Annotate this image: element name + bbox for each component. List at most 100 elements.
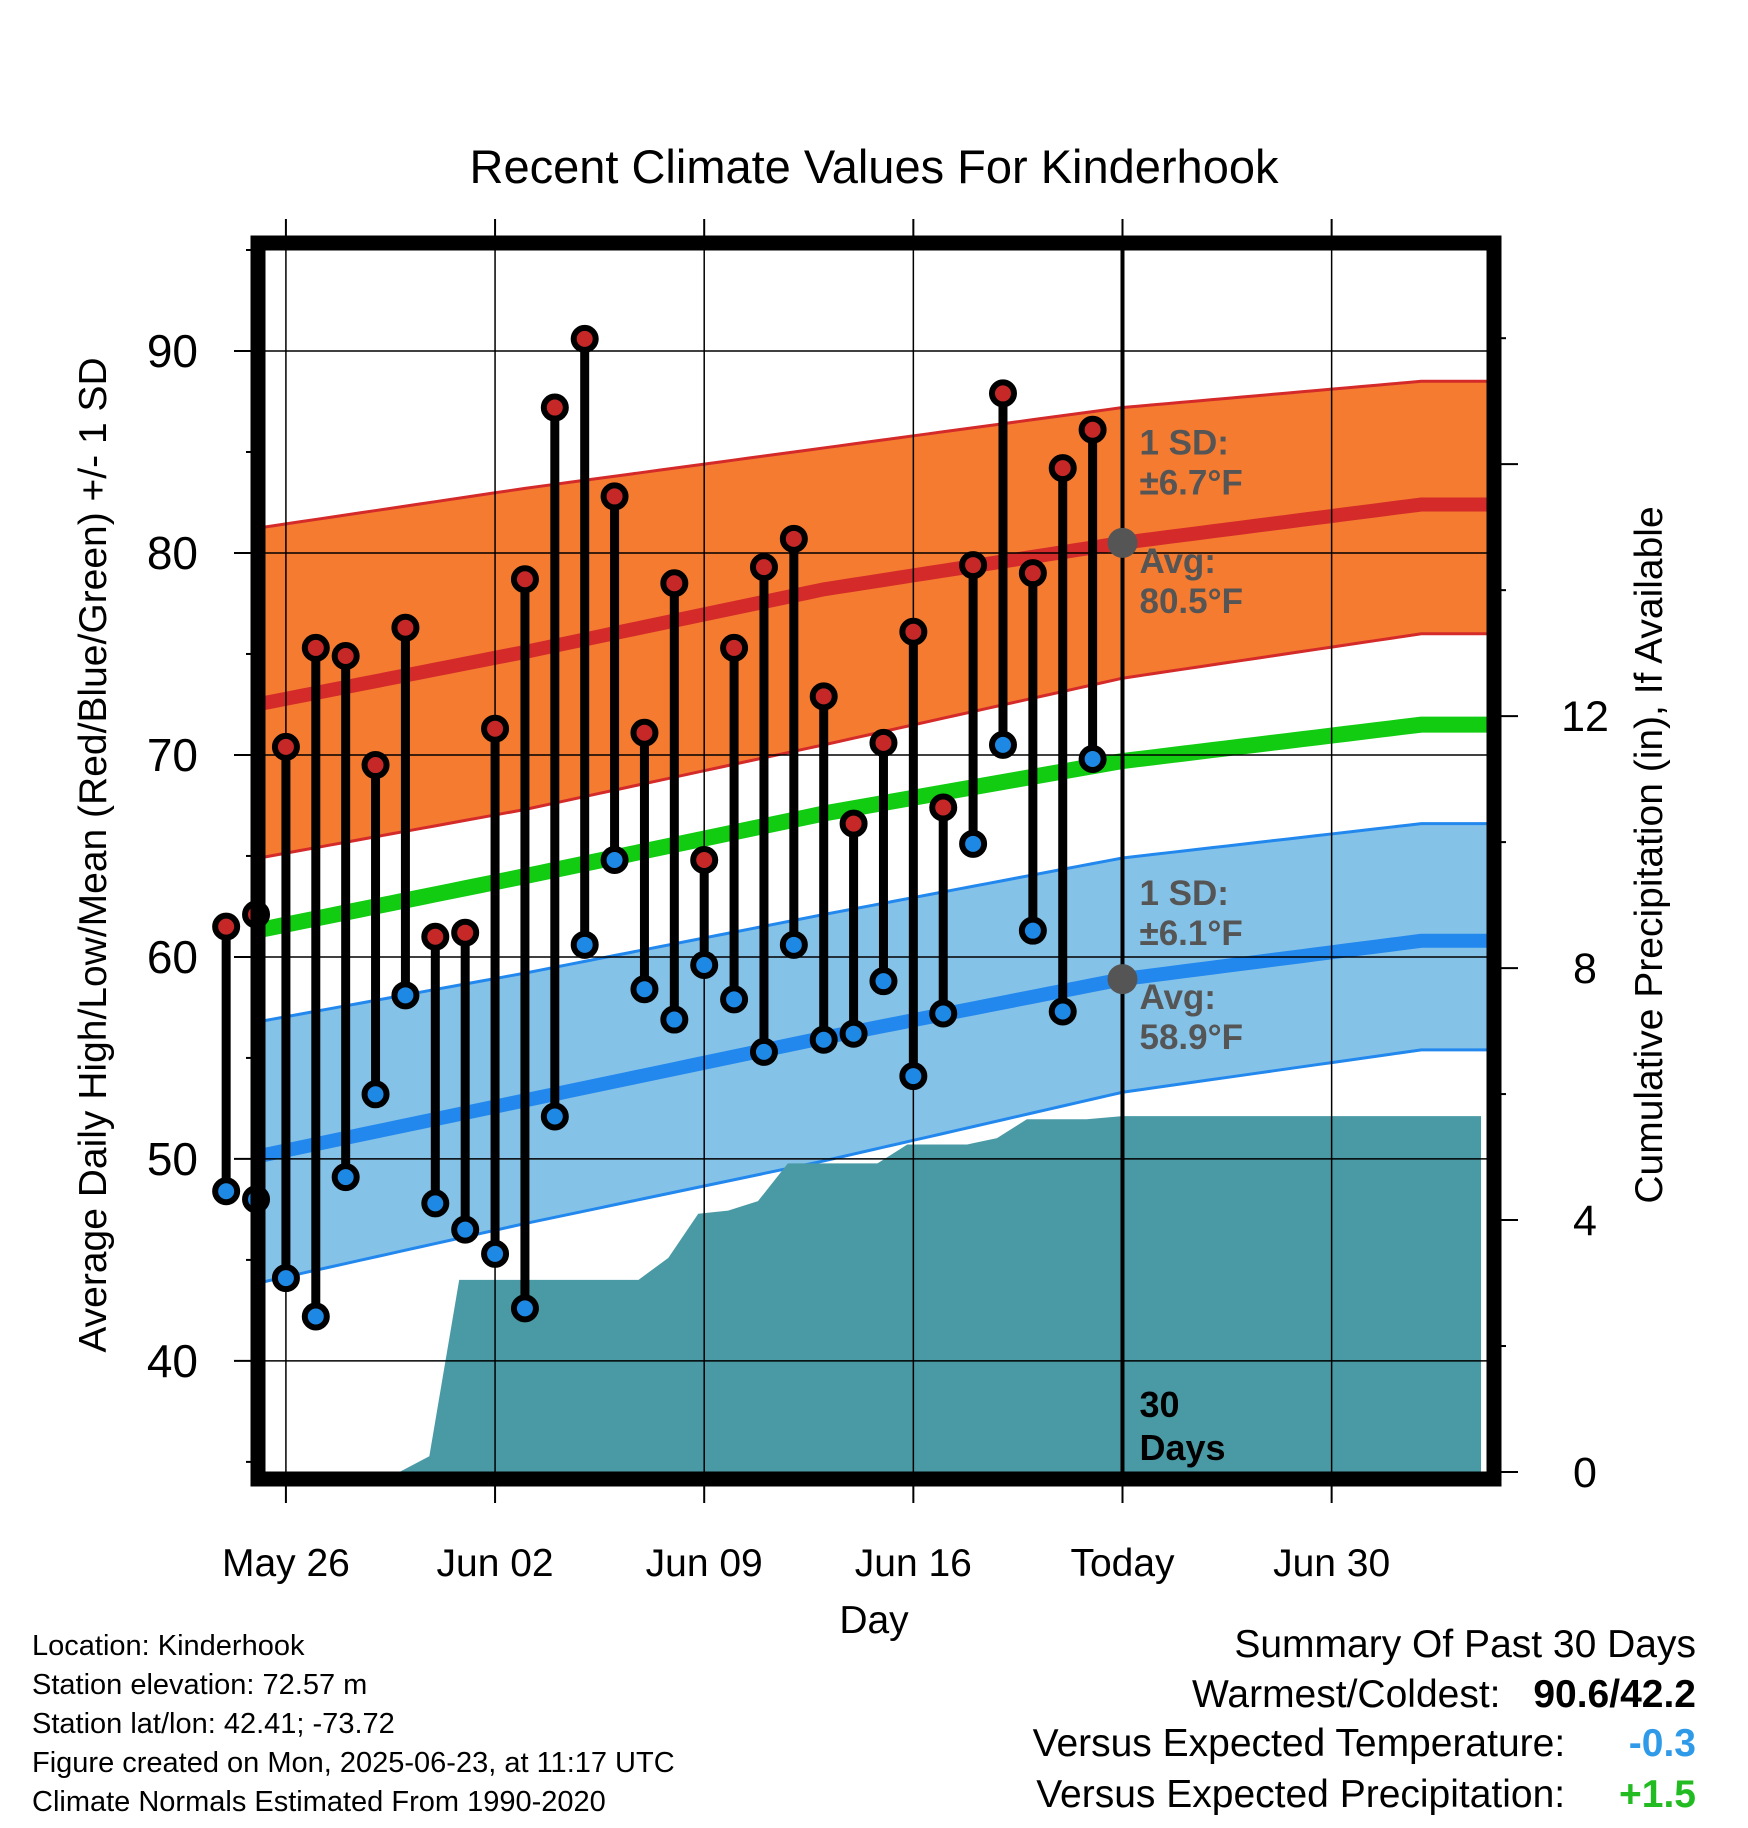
- low-sd-value: ±6.1°F: [1139, 914, 1242, 953]
- daily-low-point: [600, 845, 629, 874]
- daily-low-point: [1078, 744, 1107, 773]
- y-tick-label: 40: [147, 1335, 198, 1387]
- low-avg-value: 58.9°F: [1139, 1018, 1243, 1057]
- precipitation-area: [279, 1116, 1482, 1472]
- created-text: Figure created on Mon, 2025-06-23, at 11…: [32, 1747, 675, 1779]
- high-avg-label: Avg:: [1139, 542, 1215, 581]
- high-sd-label: 1 SD:: [1139, 424, 1228, 463]
- y-tick-label: 60: [147, 931, 198, 983]
- low-sd-lower-edge: [265, 1048, 1487, 1284]
- normals-text: Climate Normals Estimated From 1990-2020: [32, 1786, 606, 1818]
- mean-line: [265, 716, 1487, 938]
- daily-low-point: [749, 1037, 778, 1066]
- daily-high-point: [301, 633, 330, 662]
- elevation-text: Station elevation: 72.57 m: [32, 1669, 368, 1701]
- daily-low-point: [1018, 916, 1047, 945]
- station-metadata: Location: Kinderhook Station elevation: …: [32, 1627, 675, 1822]
- high-avg-value: 80.5°F: [1139, 582, 1243, 621]
- daily-high-point: [421, 922, 450, 951]
- avg-high-line: [265, 497, 1487, 711]
- high-sd-lower-edge: [265, 632, 1487, 859]
- daily-low-point: [271, 1264, 300, 1293]
- plot-frame: [250, 235, 1502, 1487]
- daily-low-point: [690, 951, 719, 980]
- y-tick-label: 70: [147, 729, 198, 781]
- y-axis-label: Average Daily High/Low/Mean (Red/Blue/Gr…: [72, 357, 115, 1352]
- x-tick-label: Today: [1070, 1542, 1175, 1585]
- daily-low-point: [421, 1189, 450, 1218]
- latlon-text: Station lat/lon: 42.41; -73.72: [32, 1708, 395, 1740]
- y2-tick-label: 4: [1573, 1197, 1597, 1245]
- daily-high-point: [510, 565, 539, 594]
- x-tick-label: Jun 09: [646, 1542, 763, 1585]
- y2-tick-label: 0: [1573, 1449, 1597, 1497]
- x-tick-label: May 26: [222, 1542, 350, 1585]
- avg-high-marker: [1107, 527, 1138, 558]
- daily-low-point: [391, 981, 420, 1010]
- y-tick-label: 80: [147, 527, 198, 579]
- daily-high-point: [271, 732, 300, 761]
- daily-high-point: [779, 524, 808, 553]
- high-sd-value: ±6.7°F: [1139, 464, 1242, 503]
- y2-tick-label: 8: [1573, 945, 1597, 993]
- x-axis-label: Day: [839, 1599, 909, 1642]
- daily-low-point: [630, 975, 659, 1004]
- daily-low-point: [839, 1019, 868, 1048]
- plot-area: [265, 379, 1487, 1472]
- observations: [212, 324, 1107, 1331]
- window-label-line2: Days: [1139, 1427, 1225, 1468]
- daily-low-point: [570, 930, 599, 959]
- daily-low-point: [869, 967, 898, 996]
- daily-high-point: [720, 633, 749, 662]
- chart-title: Recent Climate Values For Kinderhook: [470, 140, 1279, 193]
- low-sd-band: [265, 823, 1487, 1282]
- daily-low-point: [899, 1062, 928, 1091]
- daily-high-point: [212, 912, 241, 941]
- y2-axis-label: Cumulative Precipitation (in), If Availa…: [1628, 506, 1671, 1203]
- daily-low-point: [481, 1239, 510, 1268]
- daily-high-point: [959, 551, 988, 580]
- daily-high-point: [331, 641, 360, 670]
- daily-high-point: [839, 809, 868, 838]
- x-tick-label: Jun 30: [1273, 1542, 1390, 1585]
- daily-high-point: [540, 393, 569, 422]
- high-sd-band: [265, 381, 1487, 857]
- daily-high-point: [1048, 454, 1077, 483]
- daily-low-point: [361, 1080, 390, 1109]
- avg-low-marker: [1107, 964, 1138, 995]
- daily-high-point: [660, 569, 689, 598]
- daily-high-point: [570, 324, 599, 353]
- y2-tick-label: 12: [1561, 693, 1609, 741]
- daily-high-point: [749, 553, 778, 582]
- daily-high-point: [1018, 559, 1047, 588]
- daily-high-point: [988, 379, 1017, 408]
- daily-high-point: [809, 682, 838, 711]
- daily-high-point: [600, 482, 629, 511]
- daily-high-point: [899, 617, 928, 646]
- daily-low-point: [660, 1005, 689, 1034]
- daily-low-point: [809, 1025, 838, 1054]
- x-tick-label: Jun 16: [855, 1542, 972, 1585]
- daily-high-point: [481, 714, 510, 743]
- daily-low-point: [212, 1177, 241, 1206]
- daily-high-point: [869, 728, 898, 757]
- daily-high-point: [1078, 415, 1107, 444]
- x-tick-label: Jun 02: [437, 1542, 554, 1585]
- daily-low-point: [779, 930, 808, 959]
- daily-low-point: [929, 999, 958, 1028]
- daily-high-point: [451, 918, 480, 947]
- y-tick-label: 90: [147, 325, 198, 377]
- low-avg-label: Avg:: [1139, 978, 1215, 1017]
- daily-high-point: [929, 793, 958, 822]
- daily-low-point: [451, 1215, 480, 1244]
- daily-high-point: [391, 613, 420, 642]
- daily-high-point: [630, 718, 659, 747]
- high-sd-upper-edge: [265, 379, 1487, 529]
- location-text: Location: Kinderhook: [32, 1630, 305, 1662]
- low-sd-label: 1 SD:: [1139, 874, 1228, 913]
- daily-low-point: [510, 1294, 539, 1323]
- daily-low-point: [988, 730, 1017, 759]
- daily-low-point: [720, 985, 749, 1014]
